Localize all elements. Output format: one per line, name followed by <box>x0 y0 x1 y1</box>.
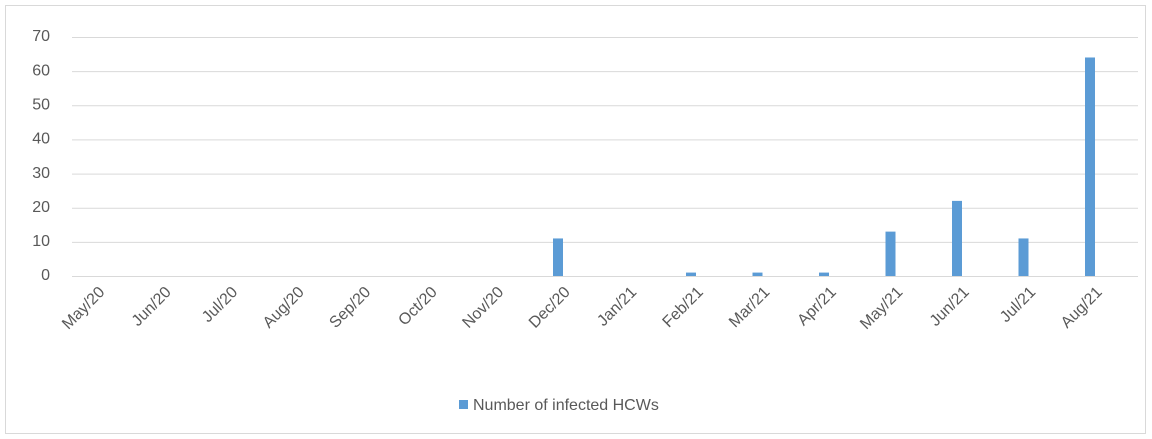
bar <box>553 238 563 276</box>
y-tick-label: 0 <box>41 267 50 284</box>
y-tick-label: 30 <box>32 165 50 182</box>
y-tick-label: 10 <box>32 233 50 250</box>
bar <box>752 272 763 276</box>
legend-label: Number of infected HCWs <box>473 397 659 414</box>
bar <box>1085 57 1095 276</box>
bar <box>686 272 696 276</box>
y-tick-label: 60 <box>32 62 50 79</box>
legend-swatch <box>459 400 468 409</box>
bar <box>952 200 962 276</box>
y-tick-label: 20 <box>32 199 50 216</box>
bar <box>1018 238 1029 276</box>
y-tick-label: 40 <box>32 131 50 148</box>
chart-frame <box>5 5 1146 434</box>
y-tick-label: 50 <box>32 97 50 114</box>
bar <box>819 272 829 276</box>
bar <box>885 231 896 276</box>
y-tick-label: 70 <box>32 28 50 45</box>
